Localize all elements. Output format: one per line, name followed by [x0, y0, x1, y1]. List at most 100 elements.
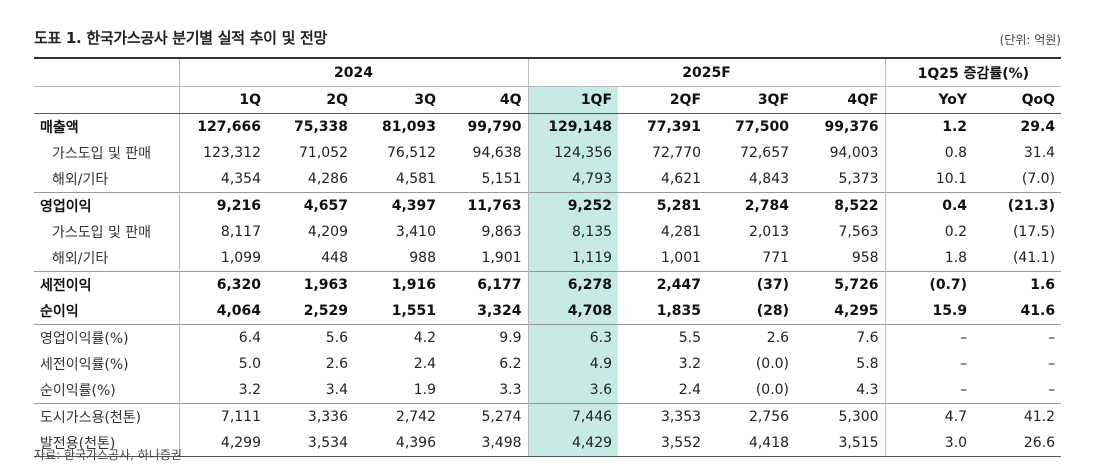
table-row: 가스도입 및 판매 8,117 4,209 3,410 9,863 8,135 4,281 2…	[34, 219, 1061, 245]
table-cell: 1.8	[884, 245, 974, 272]
table-cell: 3,336	[267, 403, 354, 430]
table-cell: 2,756	[707, 403, 796, 430]
table-cell: 29.4	[1020, 119, 1056, 135]
table-cell: 4.7	[884, 403, 974, 430]
table-cell: 2,742	[354, 403, 442, 430]
table-cell: 448	[321, 250, 348, 266]
table-cell: 2,529	[303, 303, 348, 319]
table-cell: 11,763	[442, 192, 529, 219]
table-row: 순이익 4,064 2,529 1,551 3,324 4,708 1,835 (28) 4,2…	[34, 298, 1061, 325]
table-cell: 5,300	[795, 403, 886, 430]
table-cell: 99,376	[824, 119, 879, 135]
table-cell: 1,835	[656, 303, 702, 319]
table-cell: (7.0)	[1021, 171, 1056, 187]
table-cell: 4.3	[856, 382, 879, 398]
row-label: 영업이익률(%)	[34, 324, 179, 351]
table-cell: 99,790	[467, 119, 522, 135]
table-cell: 123,312	[178, 140, 267, 166]
table-row: 영업이익률(%) 6.4 5.6 4.2 9.9 6.3 5.5 2.6 7.6– –	[34, 324, 1062, 351]
table-cell: 5,726	[795, 271, 886, 298]
table-cell: 3.4	[325, 382, 348, 398]
col-header: 4QF	[795, 86, 886, 114]
table-cell: 3,324	[477, 303, 522, 319]
table-cell: 77,391	[647, 119, 702, 135]
header-empty	[34, 86, 179, 114]
table-cell: 4,581	[395, 171, 436, 187]
table-cell: 1,551	[391, 303, 436, 319]
table-cell: 7,446	[527, 403, 619, 430]
table-cell: 3,498	[442, 430, 529, 457]
table-cell: 1,001	[660, 250, 702, 266]
table-cell: –	[884, 351, 974, 377]
table-cell: 5.0	[178, 351, 267, 377]
table-cell: 5.8	[856, 356, 879, 372]
table-cell: 127,666	[178, 113, 267, 140]
table-cell: 31.4	[1023, 145, 1056, 161]
table-cell: 4,793	[527, 166, 619, 193]
table-cell: (0.0)	[755, 356, 790, 372]
table-cell: 3,353	[618, 403, 708, 430]
table-cell: 4,418	[707, 430, 796, 457]
table-cell: –	[884, 324, 974, 351]
table-cell: (21.3)	[973, 192, 1062, 219]
row-label: 발전용(천톤)	[34, 430, 179, 457]
group-header-growth: 1Q25 증감률(%)	[884, 57, 1062, 87]
table-row: 세전이익 6,320 1,963 1,916 6,177 6,278 2,447 (37) 5,…	[34, 271, 1062, 298]
row-label: 매출액	[40, 120, 79, 136]
table-row: 가스도입 및 판매 123,312 71,052 76,512 94,638 124,35…	[34, 140, 1061, 166]
table-cell: 4,708	[527, 298, 619, 325]
header-row-groups: 2024 2025F 1Q25 증감률(%)	[34, 57, 1062, 87]
table-cell: 1,963	[267, 271, 354, 298]
col-header: YoY	[884, 86, 974, 114]
table-cell: 94,003	[829, 145, 879, 161]
table-cell: 771	[762, 250, 790, 266]
row-label: 도시가스용(천톤)	[34, 403, 179, 430]
table-cell: 3,410	[395, 224, 436, 240]
table-cell: 71,052	[299, 145, 348, 161]
table-row: 도시가스용(천톤) 7,111 3,336 2,742 5,274 7,446 3,353 2…	[34, 403, 1062, 430]
table-row: 발전용(천톤) 4,299 3,534 4,396 3,498 4,429 3,552 4,4…	[34, 430, 1062, 457]
row-label: 해외/기타	[52, 251, 109, 267]
table-cell: 0.4	[884, 192, 974, 219]
table-cell: 6.2	[499, 356, 522, 372]
table-cell: 1.6	[973, 271, 1062, 298]
table-cell: –	[1048, 356, 1056, 372]
col-header: 3QF	[707, 86, 796, 114]
table-row: 순이익률(%) 3.2 3.4 1.9 3.3 3.6 2.4 (0.0) 4.3– –	[34, 377, 1061, 404]
table-cell: 4,299	[178, 430, 267, 457]
table-cell: 8,522	[795, 192, 886, 219]
row-label: 가스도입 및 판매	[52, 146, 152, 162]
table-cell: 8,117	[178, 219, 267, 245]
table-cell: 94,638	[472, 145, 522, 161]
table-cell: 8,135	[527, 219, 619, 245]
table-cell: 9,252	[527, 192, 619, 219]
table-cell: 2,013	[748, 224, 790, 240]
header-empty	[34, 57, 179, 87]
table-row: 영업이익 9,216 4,657 4,397 11,763 9,252 5,281 2,784…	[34, 192, 1062, 219]
table-cell: 124,356	[527, 140, 619, 166]
table-cell: 1,901	[481, 250, 522, 266]
table-cell: 4,621	[660, 171, 702, 187]
table-cell: 9,863	[481, 224, 522, 240]
row-label: 세전이익률(%)	[40, 357, 129, 373]
table-cell: 6.4	[178, 324, 267, 351]
row-label: 해외/기타	[52, 172, 109, 188]
table-cell: (41.1)	[1012, 250, 1056, 266]
table-cell: 3.3	[499, 382, 522, 398]
row-label: 순이익률(%)	[40, 383, 116, 399]
table-cell: 988	[409, 250, 436, 266]
table-cell: 1,119	[527, 245, 619, 272]
row-label: 영업이익	[34, 192, 179, 219]
earnings-table: 2024 2025F 1Q25 증감률(%) 1Q 2Q 3Q 4Q 1QF 2…	[34, 57, 1062, 457]
table-cell: 77,500	[735, 119, 790, 135]
table-cell: 3,534	[267, 430, 354, 457]
unit-label: (단위: 억원)	[999, 33, 1061, 47]
table-cell: 4,281	[660, 224, 702, 240]
table-cell: 7,563	[838, 224, 879, 240]
group-header-2024: 2024	[178, 57, 529, 87]
table-cell: 1,099	[178, 245, 267, 272]
source-note: 자료: 한국가스공사, 하나증권	[34, 448, 182, 462]
table-cell: 6,278	[527, 271, 619, 298]
table-cell: 41.6	[1020, 303, 1056, 319]
table-cell: 2.6	[325, 356, 348, 372]
